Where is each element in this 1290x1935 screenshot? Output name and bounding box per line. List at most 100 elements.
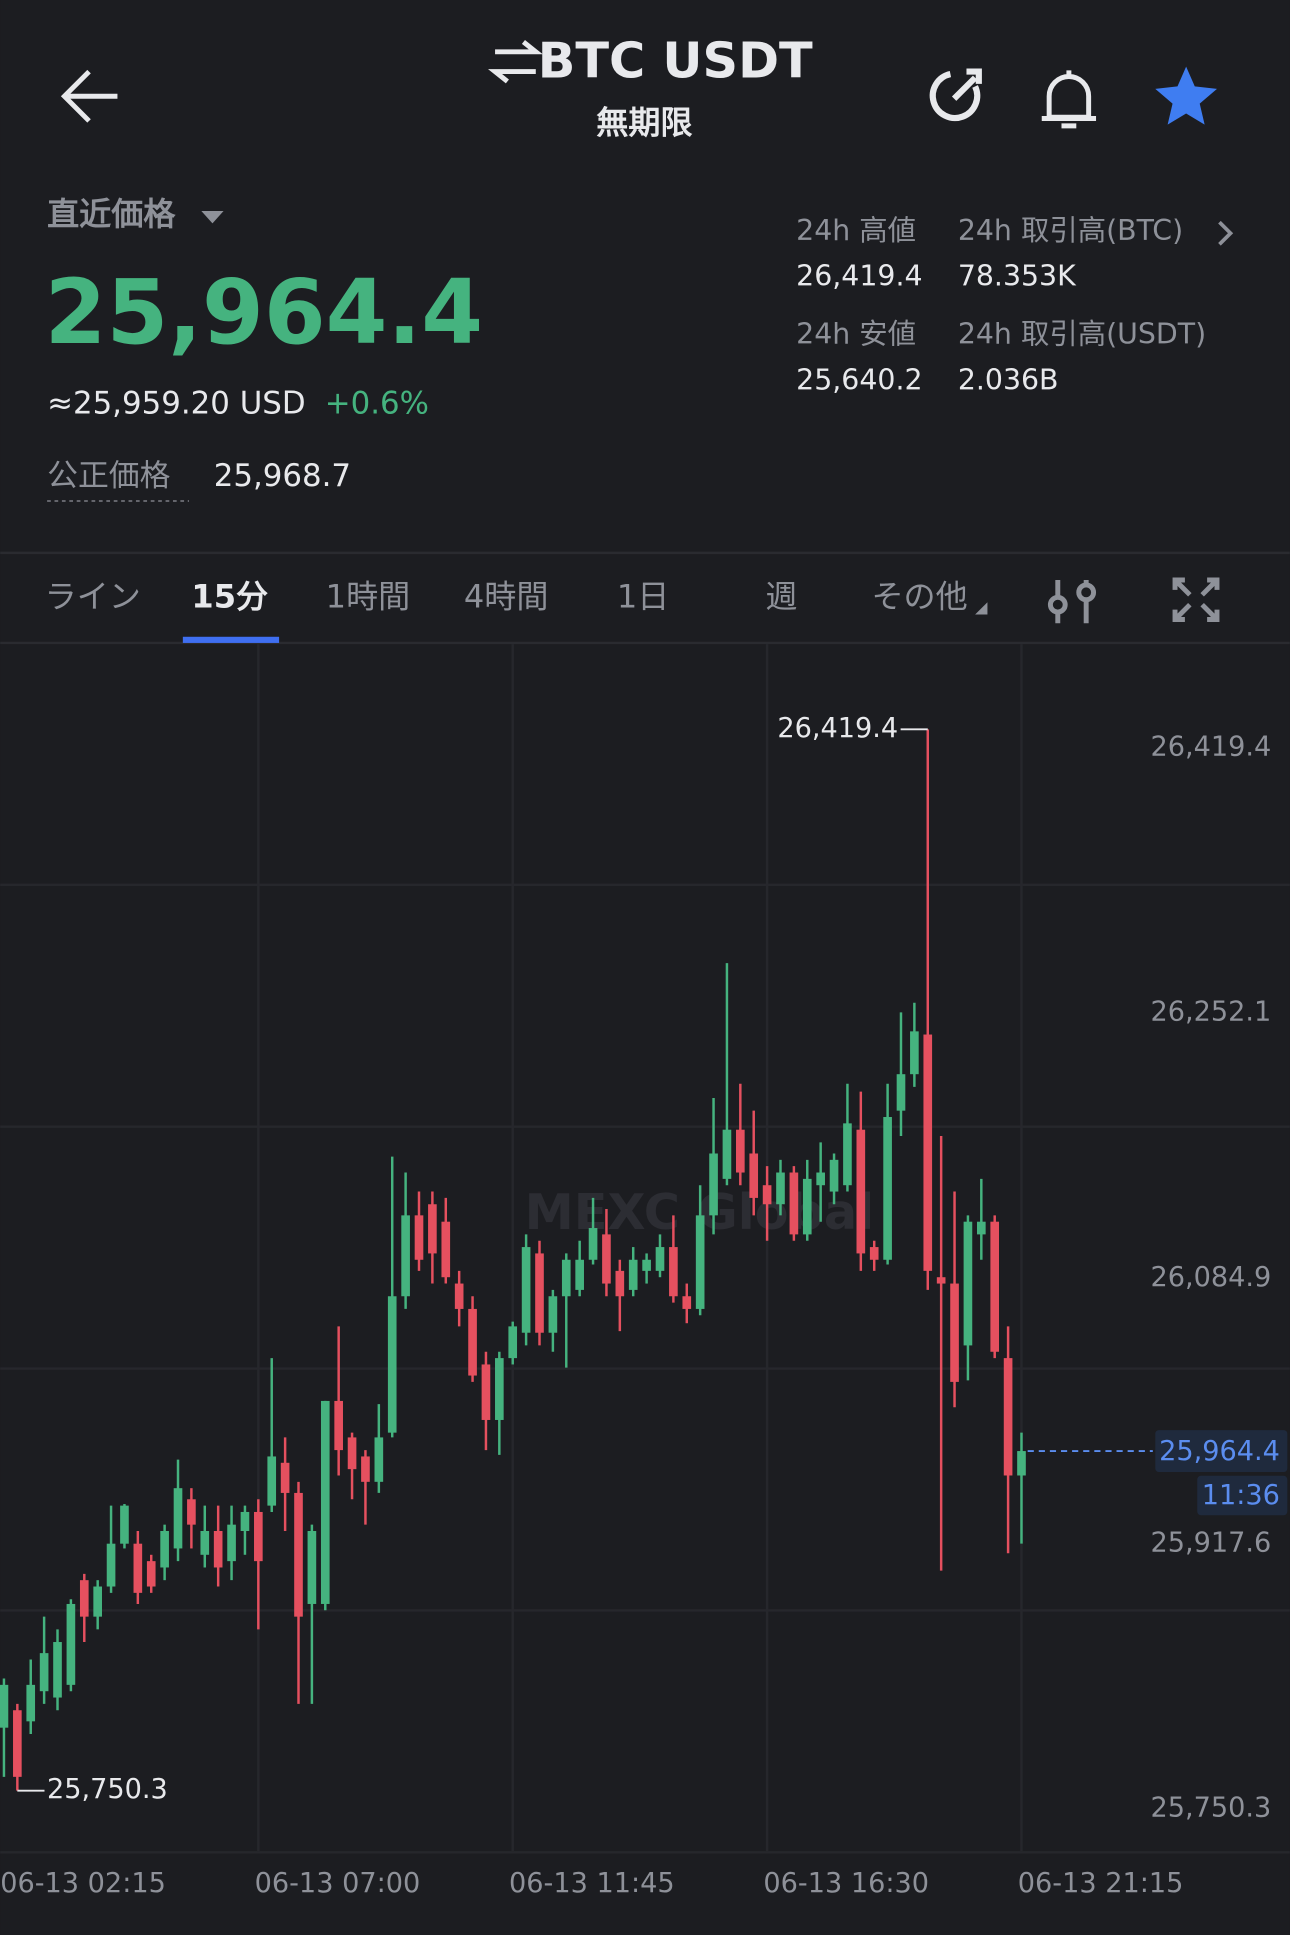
countdown: 11:36 [1202,1480,1280,1511]
timeframe-tab[interactable]: 週 [765,578,797,616]
candle-body [776,1172,785,1205]
candle-body [93,1586,102,1617]
candle-body [294,1492,303,1617]
stat-label: 24h 安値 [796,318,916,351]
candle-body [66,1603,76,1685]
candle-body [669,1247,678,1297]
candle-body [0,1684,9,1728]
candle-body [695,1215,705,1309]
candle-body [883,1117,892,1260]
fair-label[interactable]: 公正価格 [47,458,171,494]
favorite-icon[interactable] [1155,66,1217,125]
y-tick-label: 26,084.9 [1150,1262,1271,1293]
candle-body [548,1296,558,1333]
candle-body [495,1358,504,1420]
price-tag [1155,1430,1288,1473]
stat-value: 2.036B [958,363,1059,396]
candle-body [414,1215,424,1260]
timeframe-tab[interactable]: その他 [871,578,967,616]
alert-icon[interactable] [1041,70,1097,129]
candle-body [454,1283,464,1309]
candle-body [173,1488,183,1549]
candle-body [187,1499,196,1525]
candle-body [160,1530,169,1568]
x-tick-label: 06-13 02:15 [0,1868,166,1899]
price-label[interactable]: 直近価格 [47,195,176,233]
y-tick-label: 25,917.6 [1150,1527,1271,1558]
candle-body [227,1524,236,1562]
refresh-icon[interactable] [929,68,982,122]
x-tick-label: 06-13 16:30 [763,1868,929,1899]
stat-value: 25,640.2 [796,363,922,396]
candle-body [816,1172,825,1186]
candle-body [53,1642,62,1698]
tab-indicator [182,636,280,643]
candle-body [240,1511,250,1531]
change: +0.6% [325,385,429,421]
price-tag-label: 25,964.4 [1159,1436,1280,1467]
candle-body [468,1308,477,1376]
swap-icon[interactable] [488,40,543,84]
candle-body [642,1259,651,1271]
candle-body [26,1684,36,1722]
candle-body [133,1543,143,1593]
candle-body [749,1153,759,1198]
candle-body [762,1185,772,1205]
stat-value: 26,419.4 [796,260,922,293]
extreme-label: 26,419.4 [777,713,898,744]
x-tick-label: 06-13 21:15 [1018,1868,1184,1899]
indicator-icon[interactable] [1047,580,1097,624]
y-tick-label: 26,252.1 [1150,997,1271,1028]
candle-body [923,1034,933,1271]
fair-price: 25,968.7 [214,458,351,494]
candle-body [802,1178,812,1235]
candle-body [361,1456,370,1482]
candle-body [200,1530,210,1555]
candle-body [936,1277,946,1284]
timeframe-tab[interactable]: 1時間 [326,578,411,616]
candle-body [254,1511,263,1562]
candle-body [709,1153,718,1216]
candle-body [320,1400,330,1604]
timeframe-tab[interactable]: 15分 [191,578,268,616]
extreme-label: 25,750.3 [47,1774,168,1805]
timeframe-tab[interactable]: ライン [45,578,141,616]
pair-title[interactable]: BTC USDT [538,32,813,90]
candle-body [401,1215,410,1297]
candle-body [588,1228,598,1260]
stat-value: 78.353K [958,260,1077,293]
candle-body [843,1123,852,1186]
candle-body [682,1296,692,1309]
candle-body [602,1234,611,1284]
candle-body [1017,1451,1026,1476]
candle-body [39,1653,49,1692]
candle-body [829,1159,839,1192]
candle-body [856,1129,866,1254]
candle-body [910,1031,919,1075]
candle-body [736,1129,745,1173]
countdown-tag [1197,1475,1288,1516]
candle-body [535,1253,544,1333]
back-button[interactable] [60,69,118,123]
x-tick-label: 06-13 11:45 [509,1868,675,1899]
stat-label: 24h 取引高(USDT) [958,318,1206,351]
candle-body [213,1530,223,1568]
stats-chevron[interactable] [1218,220,1234,246]
candle-body [950,1283,959,1382]
candle-body [307,1530,317,1604]
y-tick-label: 26,419.4 [1150,731,1271,762]
candle-body [1003,1358,1013,1476]
timeframe-tab[interactable]: 4時間 [464,578,549,616]
candle-body [722,1129,732,1179]
candle-body [521,1247,531,1333]
last-price: 25,964.4 [45,261,483,364]
price-dropdown[interactable] [201,211,224,224]
candle-body [334,1400,343,1451]
fullscreen-icon[interactable] [1172,577,1220,622]
candle-body [575,1259,584,1290]
stat-label: 24h 高値 [796,214,916,247]
candle-body [789,1172,799,1235]
timeframe-tab[interactable]: 1日 [617,578,670,616]
stat-label[interactable]: 24h 取引高(BTC) [958,214,1183,247]
